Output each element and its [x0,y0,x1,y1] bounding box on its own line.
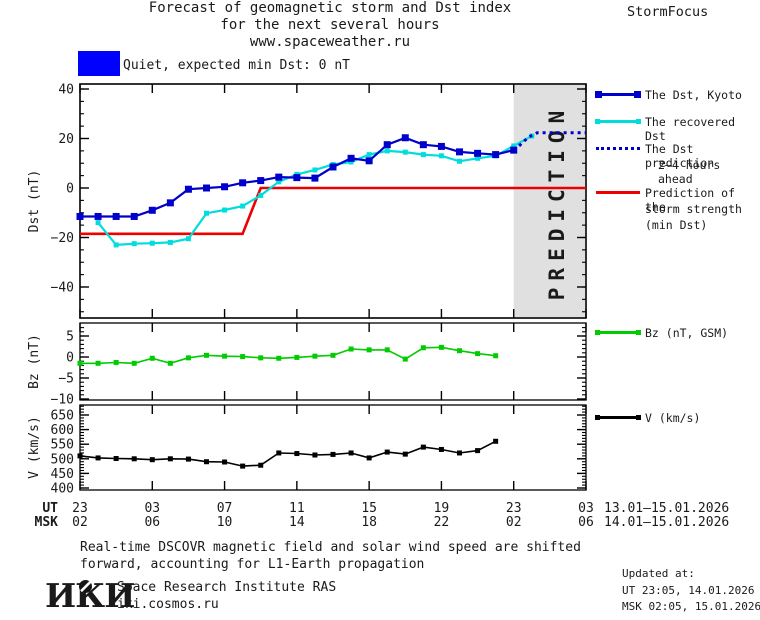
bz-ytick-label: 5 [66,330,74,345]
legend-label-recovered-dst: The recovered Dst [645,115,736,143]
legend-swatch-dst-prediction [596,147,640,150]
dst-axis-label: Dst (nT) [27,170,42,233]
panel-frame [79,322,587,401]
v-ytick-label: 550 [51,438,74,453]
updated-at-label: Updated at: [622,567,695,580]
bz-ytick-label: −5 [58,372,74,387]
legend-label-bz: Bz (nT, GSM) [645,326,729,340]
tick-marks [79,323,587,400]
legend-label-dst-prediction-1: The Dst prediction [645,142,715,170]
footer-note-line1: Real-time DSCOVR magnetic field and sola… [80,540,581,555]
updated-ut: UT 23:05, 14.01.2026 [622,584,755,597]
xaxis-ut-label: UT [42,501,58,516]
bz-ytick-label: 0 [66,351,74,366]
xaxis-msk-tick-label: 02 [506,515,522,530]
xaxis-ut-tick-label: 15 [361,501,377,516]
xaxis-ut-tick-label: 11 [289,501,305,516]
footer-note-line2: forward, accounting for L1-Earth propaga… [80,557,425,572]
series-bz-line [80,346,496,365]
page-subtitle: for the next several hours [220,17,440,33]
xaxis-msk-tick-label: 22 [434,515,450,530]
tick-marks [79,405,587,490]
institute-name: Space Research Institute RAS [117,580,337,595]
dst-ytick-label: −20 [51,231,74,246]
panel-frame [79,404,587,491]
xaxis-ut-tick-label: 03 [144,501,160,516]
legend-label-v: V (km/s) [645,411,701,425]
prediction-band [513,85,585,317]
legend-swatch-bz [595,330,641,335]
xaxis-msk-label: MSK [35,515,59,530]
dst-ytick-label: 20 [58,132,74,147]
xaxis-msk-tick-label: 06 [144,515,160,530]
xaxis-ut-daterange: 13.01–15.01.2026 [604,501,729,516]
prediction-band-label: PREDICTION [545,104,569,300]
xaxis-ut-tick-label: 23 [72,501,88,516]
series-v-line [79,440,496,467]
xaxis-msk-tick-label: 18 [361,515,377,530]
legend-swatch-v [595,415,641,420]
xaxis-msk-daterange: 14.01–15.01.2026 [604,515,729,530]
site-url: www.spaceweather.ru [249,34,411,50]
title-block: Forecast of geomagnetic storm and Dst in… [0,0,660,51]
brand-label: StormFocus [627,4,709,20]
legend-label-storm-prediction-1: Prediction of the [645,186,736,214]
xaxis-msk-tick-label: 14 [289,515,305,530]
xaxis-labels: UTMSK2302030607101114151819222302030613.… [35,501,730,530]
dst-ytick-label: −40 [51,281,74,296]
xaxis-msk-tick-label: 06 [578,515,594,530]
updated-msk: MSK 02:05, 15.01.2026 [622,600,760,613]
xaxis-msk-tick-label: 02 [72,515,88,530]
v-ytick-label: 400 [51,482,74,497]
tick-marks [79,84,587,318]
xaxis-ut-tick-label: 23 [506,501,522,516]
xaxis-msk-tick-label: 10 [217,515,233,530]
v-ytick-label: 650 [51,409,74,424]
panel-bz: 5 0 −5 −10 Bz (nT) [27,322,587,408]
series-v-markers [77,438,499,469]
xaxis-ut-tick-label: 03 [578,501,594,516]
legend-label-storm-prediction-2: storm strength [645,202,742,216]
page-title: Forecast of geomagnetic storm and Dst in… [148,0,512,16]
legend-swatch-dst-kyoto [595,91,641,98]
v-ytick-label: 600 [51,423,74,438]
dst-ytick-label: 0 [66,182,74,197]
iki-logo-emblem [79,580,92,593]
xaxis-ut-tick-label: 07 [217,501,233,516]
series-storm_prediction-line [80,186,586,236]
panel-dst: PREDICTION 40 20 0 −20 −40 Dst (nT) [27,83,587,319]
panel-frame [79,83,587,319]
series-recovered-markers [95,133,535,248]
storm-status-label: Quiet, expected min Dst: 0 nT [123,58,350,73]
dst-ytick-label: 40 [58,83,74,98]
legend-label-dst-prediction-2: 2–4 hours ahead [658,158,721,186]
v-ytick-label: 450 [51,467,74,482]
legend-swatch-storm-prediction [596,191,640,194]
bz-axis-label: Bz (nT) [27,334,42,389]
legend-label-storm-prediction-3: (min Dst) [645,218,708,232]
series-kyoto-markers [76,134,518,220]
v-ytick-label: 500 [51,452,74,467]
v-axis-label: V (km/s) [27,416,42,479]
xaxis-ut-tick-label: 19 [434,501,450,516]
legend-swatch-recovered-dst [595,119,641,124]
institute-site: iki.cosmos.ru [117,597,219,612]
legend-label-dst-kyoto: The Dst, Kyoto [645,88,742,102]
series-bz-markers [77,344,499,366]
bz-ytick-label: −10 [51,393,74,408]
storm-level-swatch [78,51,120,76]
